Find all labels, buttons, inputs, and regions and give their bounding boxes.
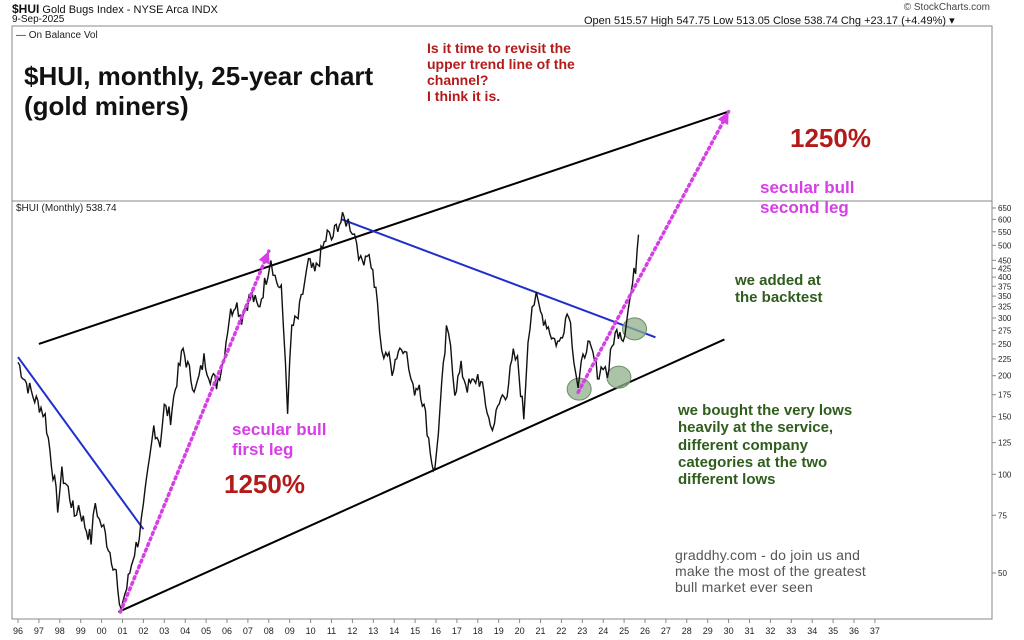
x-tick-label: 03 — [159, 626, 169, 636]
x-tick-label: 35 — [828, 626, 838, 636]
y-tick-label: 425 — [998, 264, 1012, 273]
x-tick-label: 33 — [786, 626, 796, 636]
second-leg-arrow-head — [717, 111, 729, 125]
x-tick-label: 28 — [682, 626, 692, 636]
y-tick-label: 300 — [998, 314, 1012, 323]
x-tick-label: 20 — [515, 626, 525, 636]
trend-line-upper-channel — [38, 110, 729, 345]
x-tick-label: 21 — [535, 626, 545, 636]
x-tick-label: 07 — [243, 626, 253, 636]
pct-first-leg: 1250% — [224, 469, 305, 499]
x-tick-label: 15 — [410, 626, 420, 636]
header-symbol: $HUI — [12, 2, 40, 16]
chart-title: $HUI, monthly, 25-year chart (gold miner… — [24, 61, 374, 121]
y-tick-label: 200 — [998, 372, 1012, 381]
x-tick-label: 08 — [264, 626, 274, 636]
header-copyright: © StockCharts.com — [903, 2, 990, 13]
x-tick-label: 26 — [640, 626, 650, 636]
trend-line-channel-downtrend — [341, 218, 656, 339]
chart-frame — [11, 25, 993, 620]
x-tick-label: 97 — [34, 626, 44, 636]
x-tick-label: 29 — [703, 626, 713, 636]
x-tick-label: 14 — [389, 626, 399, 636]
x-tick-label: 23 — [577, 626, 587, 636]
header-index-name: Gold Bugs Index - NYSE Arca INDX — [42, 4, 218, 16]
y-tick-label: 225 — [998, 355, 1012, 364]
y-tick-label: 400 — [998, 273, 1012, 282]
y-tick-label: 150 — [998, 413, 1012, 422]
y-tick-label: 375 — [998, 282, 1012, 291]
y-tick-label: 175 — [998, 391, 1012, 400]
secular-bull-first-leg: secular bull first leg — [232, 420, 327, 459]
x-tick-label: 13 — [368, 626, 378, 636]
x-tick-label: 16 — [431, 626, 441, 636]
x-tick-label: 11 — [327, 626, 336, 636]
y-tick-label: 50 — [998, 569, 1007, 578]
y-tick-label: 500 — [998, 241, 1012, 250]
y-tick-label: 100 — [998, 470, 1012, 479]
x-tick-label: 37 — [870, 626, 880, 636]
first-leg-arrow-head — [258, 251, 270, 265]
x-tick-label: 36 — [849, 626, 859, 636]
x-tick-label: 01 — [117, 626, 127, 636]
header-date: 9-Sep-2025 — [12, 14, 65, 25]
y-tick-label: 450 — [998, 256, 1012, 265]
y-tick-label: 600 — [998, 215, 1012, 224]
x-tick-label: 25 — [619, 626, 629, 636]
highlight-low-2024 — [606, 365, 632, 389]
header-symbol-line: $HUI Gold Bugs Index - NYSE Arca INDX — [12, 2, 218, 16]
y-tick-label: 75 — [998, 511, 1007, 520]
trend-line-early-downtrend — [17, 356, 145, 530]
y-tick-label: 550 — [998, 228, 1012, 237]
x-tick-label: 04 — [180, 626, 190, 636]
leg-arrows — [118, 109, 731, 614]
y-tick-label: 275 — [998, 326, 1012, 335]
x-tick-label: 12 — [347, 626, 357, 636]
x-tick-label: 30 — [724, 626, 734, 636]
header-quote: Open 515.57 High 547.75 Low 513.05 Close… — [584, 15, 955, 27]
x-tick-label: 19 — [494, 626, 504, 636]
x-tick-label: 05 — [201, 626, 211, 636]
x-tick-label: 24 — [598, 626, 608, 636]
promo-annotation: graddhy.com - do join us and make the mo… — [675, 547, 867, 596]
y-tick-label: 250 — [998, 340, 1012, 349]
highlight-backtest-2025 — [622, 317, 648, 341]
y-tick-label: 350 — [998, 292, 1012, 301]
x-tick-label: 09 — [285, 626, 295, 636]
x-tick-label: 99 — [76, 626, 86, 636]
bought-lows-annotation: we bought the very lows heavily at the s… — [678, 402, 853, 488]
added-backtest-annotation: we added at the backtest — [735, 272, 823, 307]
y-tick-label: 650 — [998, 204, 1012, 213]
indicator-label: — On Balance Vol — [16, 30, 98, 41]
x-tick-label: 96 — [13, 626, 23, 636]
x-tick-label: 10 — [306, 626, 316, 636]
first-leg-arrow — [118, 249, 271, 614]
x-tick-label: 00 — [97, 626, 107, 636]
x-tick-label: 18 — [473, 626, 483, 636]
x-tick-label: 32 — [765, 626, 775, 636]
x-tick-label: 02 — [138, 626, 148, 636]
x-axis-ticks: 96 97 98 99 00 01 02 03 04 05 06 07 08 09 10 11 12 13 14 15… — [13, 619, 880, 636]
series-name: $HUI (Monthly) 538.74 — [16, 203, 117, 214]
x-tick-label: 98 — [55, 626, 65, 636]
x-tick-label: 27 — [661, 626, 671, 636]
x-tick-label: 31 — [744, 626, 754, 636]
x-tick-label: 17 — [452, 626, 462, 636]
pct-second-leg: 1250% — [790, 123, 871, 153]
y-tick-label: 325 — [998, 303, 1012, 312]
x-tick-label: 06 — [222, 626, 232, 636]
x-tick-label: 22 — [556, 626, 566, 636]
secular-bull-second-leg: secular bull second leg — [760, 178, 855, 217]
x-tick-label: 34 — [807, 626, 817, 636]
question-annotation: Is it time to revisit the upper trend li… — [427, 40, 575, 105]
y-tick-label: 125 — [998, 439, 1012, 448]
second-leg-arrow — [576, 109, 731, 395]
price-panel-label: $HUI (Monthly) 538.74 — [16, 203, 117, 214]
